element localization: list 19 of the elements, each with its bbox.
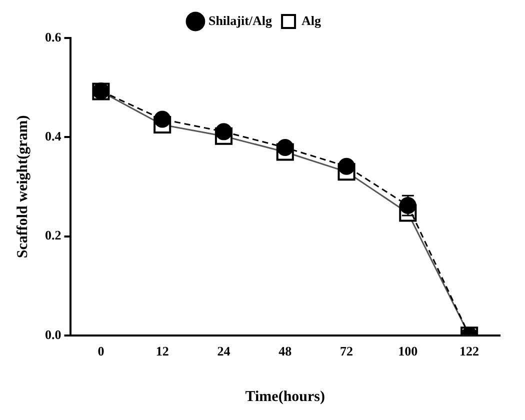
point	[276, 139, 294, 156]
legend-label: Shilajit/Alg	[208, 12, 273, 28]
point	[338, 158, 356, 175]
y-tick-label: 0.6	[45, 29, 62, 44]
y-tick-label: 0.0	[45, 326, 62, 342]
y-axis-title: Scaffold weight(gram)	[14, 115, 31, 258]
x-tick-label: 48	[278, 344, 292, 359]
y-tick-label: 0.2	[45, 228, 62, 243]
x-tick-label: 122	[460, 344, 480, 359]
x-tick-label: 72	[340, 344, 354, 359]
x-tick-label: 24	[217, 344, 231, 359]
x-tick-label: 100	[398, 344, 418, 359]
x-axis-title: Time(hours)	[245, 388, 325, 405]
x-tick-label: 0	[98, 344, 104, 359]
point	[215, 123, 232, 140]
x-tick-label: 12	[156, 344, 169, 359]
legend-label: Alg	[302, 12, 322, 28]
point	[154, 110, 171, 128]
y-tick-label: 0.4	[45, 128, 62, 144]
